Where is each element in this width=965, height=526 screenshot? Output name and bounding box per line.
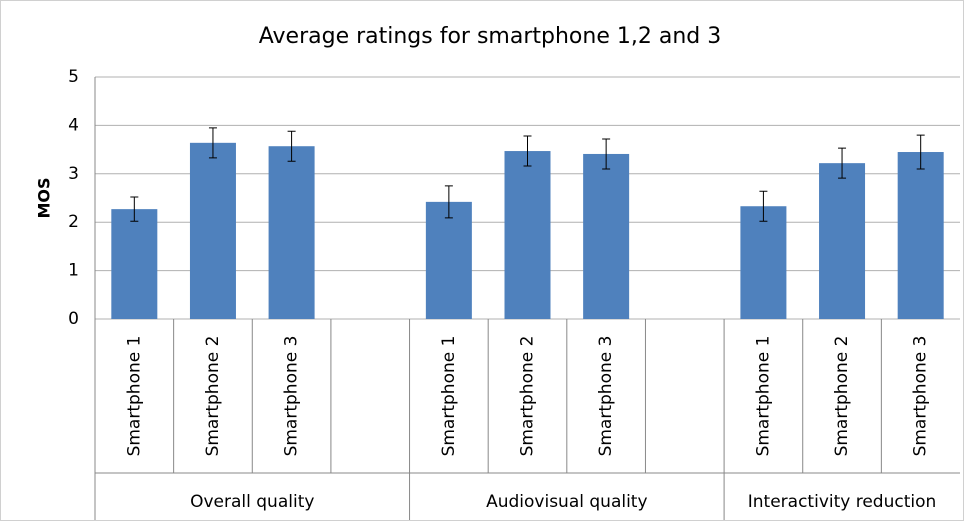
error-bar [287,130,296,162]
y-tick-label: 4 [68,115,79,135]
bar [583,153,630,319]
x-tick-label: Smartphone 2 [518,336,538,457]
group-label: Audiovisual quality [486,492,647,512]
x-tick-label: Smartphone 1 [753,336,773,457]
error-bar [444,185,453,219]
chart-title: Average ratings for smartphone 1,2 and 3 [259,24,721,49]
x-tick-label: Smartphone 3 [596,336,616,457]
x-tick-label: Smartphone 3 [282,336,302,457]
bar [111,209,158,319]
error-bar [916,134,925,170]
error-bar [602,138,611,170]
y-tick-label: 1 [68,261,79,281]
y-tick-label: 5 [68,67,79,87]
bar [425,201,472,319]
x-tick-label: Smartphone 1 [124,336,144,457]
bar [897,152,944,319]
bar [189,142,236,319]
error-bar [838,147,847,179]
group-label: Interactivity reduction [748,492,937,512]
y-tick-label: 3 [68,164,79,184]
bar [819,163,866,319]
y-tick-label: 0 [68,309,79,329]
x-tick-label: Smartphone 2 [203,336,223,457]
x-tick-label: Smartphone 2 [832,336,852,457]
x-tick-label: Smartphone 1 [439,336,459,457]
group-label: Overall quality [190,492,314,512]
error-bar [523,135,532,167]
error-bar [208,127,217,159]
error-bar [759,190,768,222]
y-axis-label: MOS [35,177,54,218]
bar [504,151,551,319]
bar [740,206,787,319]
x-tick-label: Smartphone 3 [911,336,931,457]
error-bar [130,196,139,222]
bar [268,146,315,319]
y-tick-label: 2 [68,212,79,232]
